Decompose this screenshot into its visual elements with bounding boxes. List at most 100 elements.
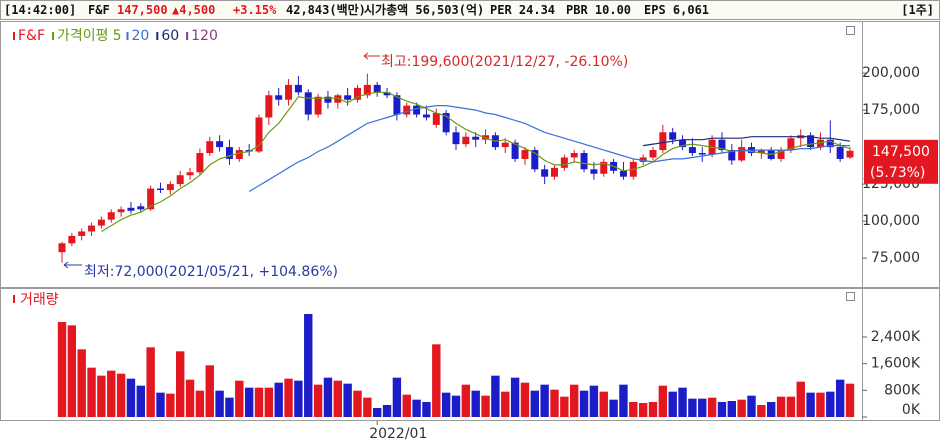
candle-body	[482, 135, 490, 140]
candle-body	[718, 139, 726, 151]
volume-bar	[126, 378, 136, 417]
volume-title: 거래량	[20, 292, 59, 308]
ma-line	[248, 105, 850, 193]
candle-body	[698, 153, 706, 155]
candle-body	[166, 184, 174, 191]
candle-body	[245, 150, 253, 152]
ma-line	[643, 136, 851, 147]
volume-bar	[176, 351, 185, 417]
candle-body	[383, 92, 391, 96]
panel-button[interactable]	[846, 292, 855, 301]
volume-bar	[629, 402, 638, 417]
volume-bar	[589, 385, 599, 417]
candle-body	[807, 135, 815, 148]
legend-label: 5	[113, 28, 122, 44]
volume-bar	[826, 391, 835, 417]
volume-bar	[274, 382, 283, 417]
volume-bar	[796, 381, 805, 417]
volume-bar	[688, 398, 697, 417]
volume-bar	[648, 402, 658, 417]
candle-body	[285, 84, 293, 100]
volume-bar	[441, 392, 451, 417]
volume-bar	[205, 365, 214, 417]
volume-bar	[767, 402, 776, 417]
volume-bar	[382, 405, 392, 417]
volume-bar	[727, 401, 736, 417]
volume-bar	[392, 377, 402, 417]
volume-bar	[678, 387, 687, 417]
candle-body	[265, 95, 273, 118]
volume-bar	[579, 390, 589, 417]
volume-bar	[707, 397, 717, 417]
candle-body	[422, 114, 430, 118]
volume-bar	[195, 390, 205, 417]
candle-body	[462, 136, 470, 145]
candle-body	[363, 84, 371, 96]
candle-body	[393, 95, 401, 115]
volume-bar	[570, 384, 579, 417]
volume-bar	[668, 391, 677, 417]
volume-bar	[136, 385, 145, 417]
volume-bar	[816, 392, 825, 417]
candle-body	[344, 95, 352, 100]
volume-bar	[835, 379, 845, 417]
volume-bar	[87, 367, 96, 417]
candle-body	[669, 132, 677, 140]
volume-bar	[156, 392, 165, 417]
volume-bar	[461, 384, 471, 417]
price: 147,500	[117, 3, 168, 17]
volume-bar	[481, 395, 490, 417]
candle-body	[826, 139, 834, 148]
candle-body	[551, 167, 558, 177]
last-price-box	[864, 139, 938, 184]
volume-bar	[353, 390, 362, 417]
candle-body	[225, 147, 233, 159]
candle-body	[58, 243, 66, 253]
candle-body	[373, 84, 381, 93]
volume-bar	[294, 380, 303, 417]
volume-bar	[373, 408, 382, 417]
volume-bar	[658, 385, 668, 417]
volume-bar	[845, 383, 855, 417]
candle-body	[275, 95, 283, 100]
legend-label: 60	[161, 28, 179, 44]
candle-body	[600, 161, 608, 174]
y-tick-label: 2,400K	[871, 329, 921, 345]
candle-body	[688, 147, 696, 154]
candle-body	[560, 157, 568, 168]
candle-body	[334, 95, 342, 103]
candle-body	[501, 142, 509, 148]
volume-bar	[786, 396, 796, 417]
market-cap: 시가총액 56,503(억)	[364, 2, 484, 17]
candle-body	[68, 235, 76, 244]
candle-body	[679, 139, 687, 148]
candle-body	[354, 87, 361, 100]
volume-bar	[540, 384, 549, 417]
candle-body	[176, 175, 184, 185]
legend-label: 가격이평	[57, 28, 109, 44]
candle-body	[531, 150, 539, 170]
volume-bar	[57, 322, 67, 417]
candle-body	[127, 207, 135, 211]
volume-bar	[225, 397, 234, 417]
trade-amount: 42,843(백만)	[286, 2, 366, 17]
candle-body	[728, 150, 736, 161]
volume-bar	[501, 391, 510, 417]
volume-bar	[451, 395, 461, 417]
panel-button[interactable]	[846, 26, 855, 35]
candle-body	[137, 206, 145, 210]
period[interactable]: [1주]	[901, 3, 934, 17]
candle-body	[816, 139, 824, 148]
candle-body	[777, 150, 785, 159]
volume-bar	[638, 403, 648, 417]
volume-bar	[471, 390, 480, 417]
y-tick-label: 0K	[902, 402, 921, 418]
legend-label: 20	[131, 28, 149, 44]
volume-bar	[560, 396, 569, 417]
volume-bar	[757, 405, 766, 417]
candle-body	[432, 113, 440, 125]
candle-body	[472, 136, 480, 140]
volume-bar	[97, 375, 106, 417]
volume-bar	[116, 373, 126, 417]
candle-body	[314, 96, 322, 115]
